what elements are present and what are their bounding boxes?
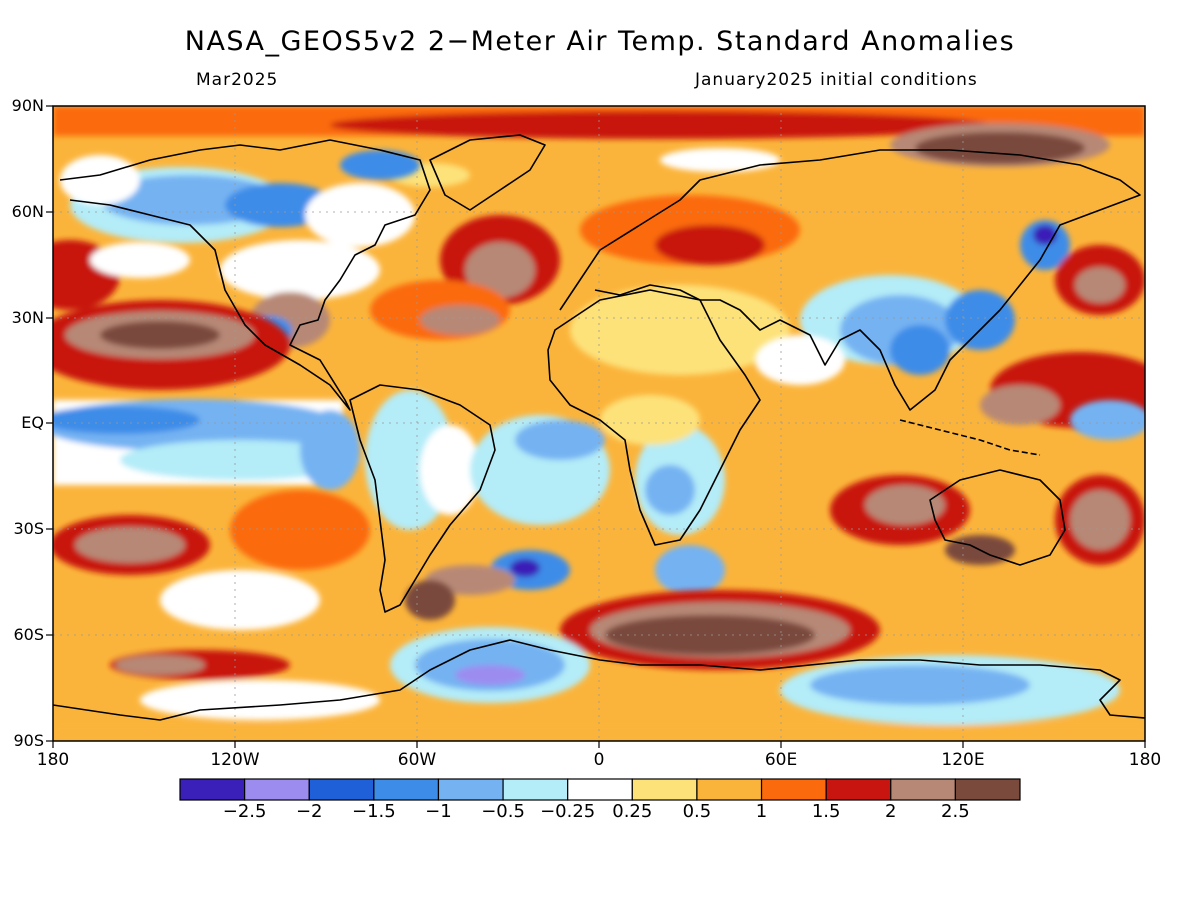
colorbar-label-0: −2.5 [222, 801, 267, 822]
indonesia-coast [899, 419, 1041, 456]
lat-label-60s: 60S [13, 625, 44, 644]
colorbar-label-6: 0.25 [612, 801, 653, 822]
colorbar-swatch-5 [502, 778, 569, 801]
africa-coast [547, 289, 761, 546]
colorbar-label-3: −1 [425, 801, 452, 822]
colorbar-swatch-3 [373, 778, 440, 801]
colorbar-label-8: 1 [755, 801, 768, 822]
anomaly-field [53, 106, 1145, 741]
colorbar-label-7: 0.5 [682, 801, 712, 822]
colorbar-swatch-12 [954, 778, 1021, 801]
lat-label-30n: 30N [11, 308, 44, 327]
colorbar-swatch-2 [308, 778, 375, 801]
lon-label-0: 0 [593, 750, 605, 770]
lat-label-90s: 90S [13, 731, 44, 750]
north-atlantic-anomalies [370, 195, 800, 375]
colorbar-swatch-10 [825, 778, 892, 801]
lon-label-120w: 120W [210, 750, 260, 770]
north-america-coast [59, 139, 431, 411]
forecast-month: Mar2025 [196, 70, 279, 90]
initial-conditions-label: January2025 initial conditions [695, 70, 978, 90]
lon-label-180e: 180 [1128, 750, 1162, 770]
lon-label-120e: 120E [941, 750, 985, 770]
colorbar-swatch-7 [631, 778, 698, 801]
eurasia-coast [559, 149, 1141, 411]
lat-label-60n: 60N [11, 202, 44, 221]
coastlines [53, 134, 1145, 721]
colorbar-swatch-6 [567, 778, 633, 801]
lat-label-90n: 90N [11, 96, 44, 115]
colorbar-label-2: −1.5 [351, 801, 396, 822]
colorbar-label-5: −0.25 [540, 801, 596, 822]
colorbar [179, 778, 1021, 801]
antarctic-anomalies [53, 590, 1145, 741]
colorbar-label-10: 2 [885, 801, 897, 822]
colorbar-label-4: −0.5 [481, 801, 525, 822]
australia-coast [929, 469, 1066, 566]
antarctica-coast [53, 639, 1145, 721]
lat-label-eq: EQ [21, 413, 44, 432]
south-america-africa-anomalies [365, 390, 725, 535]
colorbar-swatch-11 [890, 778, 956, 801]
colorbar-label-11: 2.5 [941, 801, 970, 822]
lon-label-60e: 60E [764, 750, 798, 770]
lat-label-30s: 30S [13, 519, 44, 538]
north-pacific-anomalies [53, 240, 290, 390]
colorbar-label-9: 1.5 [811, 801, 841, 822]
south-america-coast [349, 384, 496, 613]
colorbar-swatch-1 [244, 778, 310, 801]
lon-label-60w: 60W [397, 750, 437, 770]
asia-anomalies [755, 220, 1145, 428]
lon-label-180w: 180 [36, 750, 70, 770]
colorbar-label-1: −2 [295, 801, 323, 822]
map-title: NASA_GEOS5v2 2−Meter Air Temp. Standard … [184, 26, 1016, 57]
axis-ticks [46, 105, 1146, 748]
colorbar-swatch-9 [760, 778, 827, 801]
colorbar-swatch-8 [696, 778, 763, 801]
colorbar-swatch-4 [437, 778, 504, 801]
colorbar-swatch-0 [179, 778, 246, 801]
southern-ocean-anomalies [53, 475, 1145, 630]
greenland-coast [429, 134, 546, 211]
north-america-anomalies [60, 150, 420, 348]
tropical-pacific-anomalies [53, 399, 1145, 490]
